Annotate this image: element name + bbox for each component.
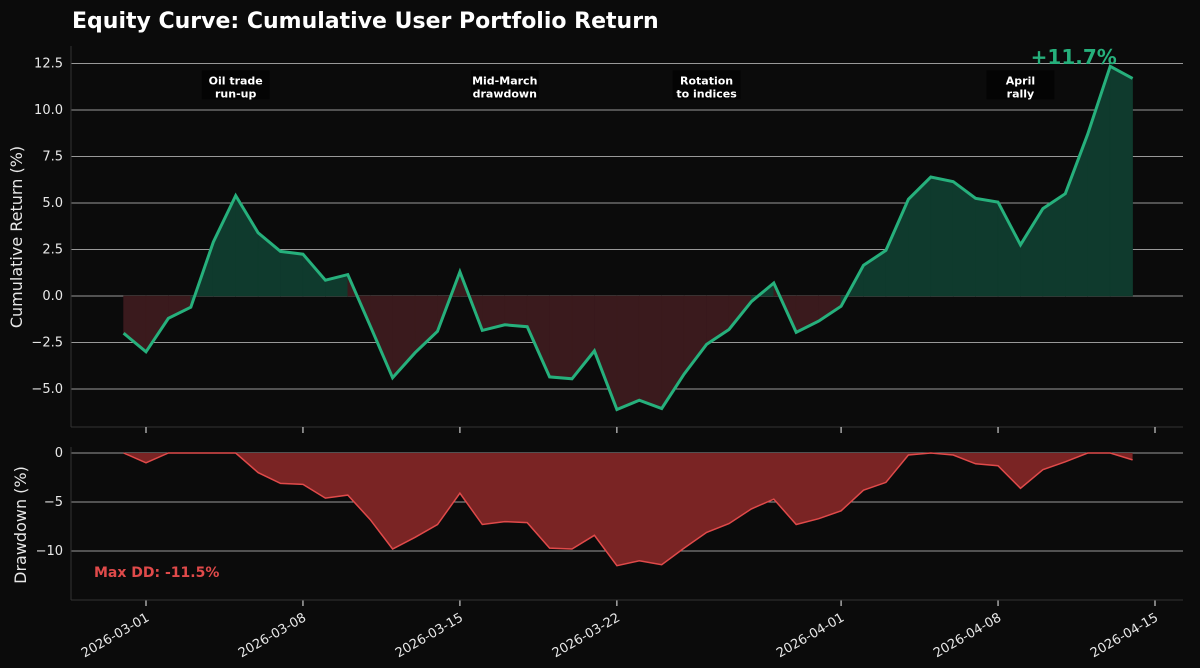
loss-area-segment — [414, 295, 438, 354]
loss-area-segment — [638, 295, 663, 409]
top-y-tick-label: 2.5 — [42, 243, 63, 258]
gain-area-segment — [997, 201, 1021, 297]
annotation-text: run-up — [215, 87, 256, 100]
gain-area-segment — [280, 251, 304, 297]
annotation-text: Rotation — [680, 74, 733, 87]
max-drawdown-label: Max DD: -11.5% — [94, 565, 219, 581]
bottom-y-tick-label: −5 — [44, 495, 63, 510]
gain-area-segment — [952, 181, 976, 297]
annotation-text: rally — [1007, 87, 1035, 100]
x-tick-label: 2026-03-01 — [79, 610, 152, 661]
gain-area-segment — [885, 199, 909, 297]
drawdown-line — [123, 452, 1133, 567]
top-y-tick-label: −5.0 — [31, 382, 63, 397]
top-y-tick-label: 12.5 — [34, 57, 63, 72]
gain-area-segment — [930, 176, 954, 297]
top-y-tick-label: 7.5 — [42, 150, 63, 165]
annotation-box — [201, 70, 270, 100]
top-y-ticks: −5.0 −2.5 0.0 2.5 5.0 7.5 10.0 12.5 — [31, 57, 63, 398]
final-return-label: +11.7% — [1031, 45, 1117, 69]
bottom-y-ticks: −10 −5 0 — [36, 446, 63, 559]
bottom-y-tick-label: −10 — [36, 544, 63, 559]
loss-area-segment — [504, 295, 528, 328]
x-tick-label: 2026-04-15 — [1088, 610, 1161, 661]
equity-curve-line — [122, 64, 1134, 412]
loss-area-segment — [616, 295, 640, 410]
annotation-text: drawdown — [473, 87, 537, 100]
x-tick-label: 2026-04-08 — [931, 610, 1004, 661]
gain-area-segment — [1020, 207, 1044, 297]
x-tick-label: 2026-03-08 — [236, 610, 309, 661]
chart-title: Equity Curve: Cumulative User Portfolio … — [72, 9, 659, 34]
annotation-box — [672, 70, 741, 100]
x-tick-label: 2026-03-15 — [393, 610, 466, 661]
top-y-tick-label: 10.0 — [34, 103, 63, 118]
annotation-text: April — [1006, 74, 1035, 87]
gain-area-segment — [235, 194, 259, 297]
loss-area-segment — [594, 295, 618, 410]
gain-area-segment — [1042, 193, 1066, 297]
annotation-text: Oil trade — [209, 74, 263, 87]
annotation-box — [470, 70, 539, 100]
top-y-axis-label: Cumulative Return (%) — [7, 146, 26, 328]
x-tick-label: 2026-04-01 — [774, 610, 847, 661]
top-y-tick-label: 0.0 — [42, 289, 63, 304]
top-fill-areas — [123, 65, 1133, 410]
annotation-text: to indices — [676, 87, 737, 100]
bottom-y-tick-label: 0 — [55, 446, 63, 461]
gain-area-segment — [1109, 65, 1133, 297]
gain-area-segment — [975, 197, 999, 297]
drawdown-area — [123, 453, 1133, 566]
top-y-tick-label: −2.5 — [31, 336, 63, 351]
gain-area-segment — [212, 195, 236, 297]
loss-area-segment — [549, 295, 573, 380]
annotation-box — [986, 70, 1055, 100]
bottom-y-axis-label: Drawdown (%) — [11, 466, 30, 584]
x-tick-label: 2026-03-22 — [550, 610, 623, 661]
top-y-tick-label: 5.0 — [42, 196, 63, 211]
loss-area-segment — [683, 295, 707, 376]
gain-area-segment — [1065, 134, 1089, 297]
annotation-text: Mid-March — [472, 74, 537, 87]
